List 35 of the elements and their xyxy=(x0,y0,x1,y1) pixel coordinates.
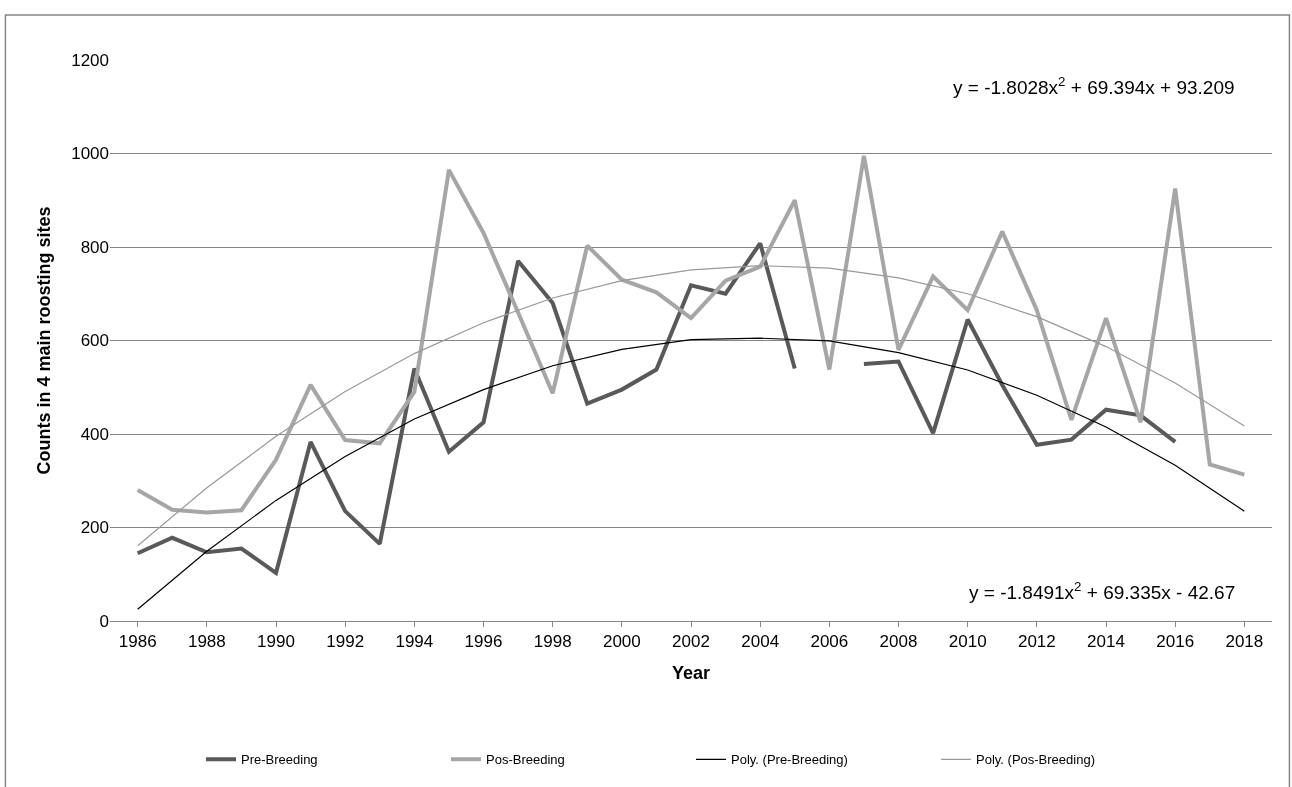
x-tick-label: 2010 xyxy=(948,632,987,652)
x-tick-label: 2008 xyxy=(879,632,918,652)
legend-label: Poly. (Pre-Breeding) xyxy=(731,752,848,768)
x-tick-label: 2000 xyxy=(602,632,641,652)
annotation: y = -1.8028x$^{2}$ + 69.394x + 93.209 xyxy=(953,74,1235,98)
x-tick-label: 2002 xyxy=(672,632,710,652)
x-tick-label: 1994 xyxy=(395,632,434,652)
x-tick-label: 2014 xyxy=(1087,632,1125,652)
line-series xyxy=(135,153,1247,515)
x-tick-label: 1992 xyxy=(326,632,365,652)
legend-label: Poly. (Pos-Breeding) xyxy=(976,752,1095,768)
y-tick-label: 400 xyxy=(80,424,109,444)
y-tick-label: 200 xyxy=(80,518,109,538)
x-tick-label: 1996 xyxy=(464,632,503,652)
y-tick-label: 600 xyxy=(80,331,109,351)
x-tick-label: 1998 xyxy=(533,632,572,652)
y-tick-label: 1000 xyxy=(71,144,109,164)
x-tick-label: 2006 xyxy=(810,632,849,652)
legend-label: Pos-Breeding xyxy=(486,752,565,768)
line-series xyxy=(137,337,1245,610)
x-tick-label: 1988 xyxy=(187,632,226,652)
y-axis-title: Counts in 4 main roosting sites xyxy=(34,206,55,475)
annotation: y = -1.8491x$^{2}$ + 69.335x - 42.67 xyxy=(969,579,1236,603)
x-axis-title: Year xyxy=(671,662,711,683)
x-tick-label: 2018 xyxy=(1225,632,1264,652)
x-tick-label: 1990 xyxy=(257,632,295,652)
y-tick-label: 1200 xyxy=(71,50,109,70)
y-tick-label: 800 xyxy=(80,237,109,257)
x-tick-label: 2012 xyxy=(1017,632,1056,652)
x-tick-label: 1986 xyxy=(118,632,157,652)
x-tick-label: 2004 xyxy=(741,632,780,652)
y-tick-label: 0 xyxy=(99,611,109,631)
legend-label: Pre-Breeding xyxy=(241,752,318,768)
line-series xyxy=(137,265,1245,547)
x-tick-label: 2016 xyxy=(1156,632,1195,652)
